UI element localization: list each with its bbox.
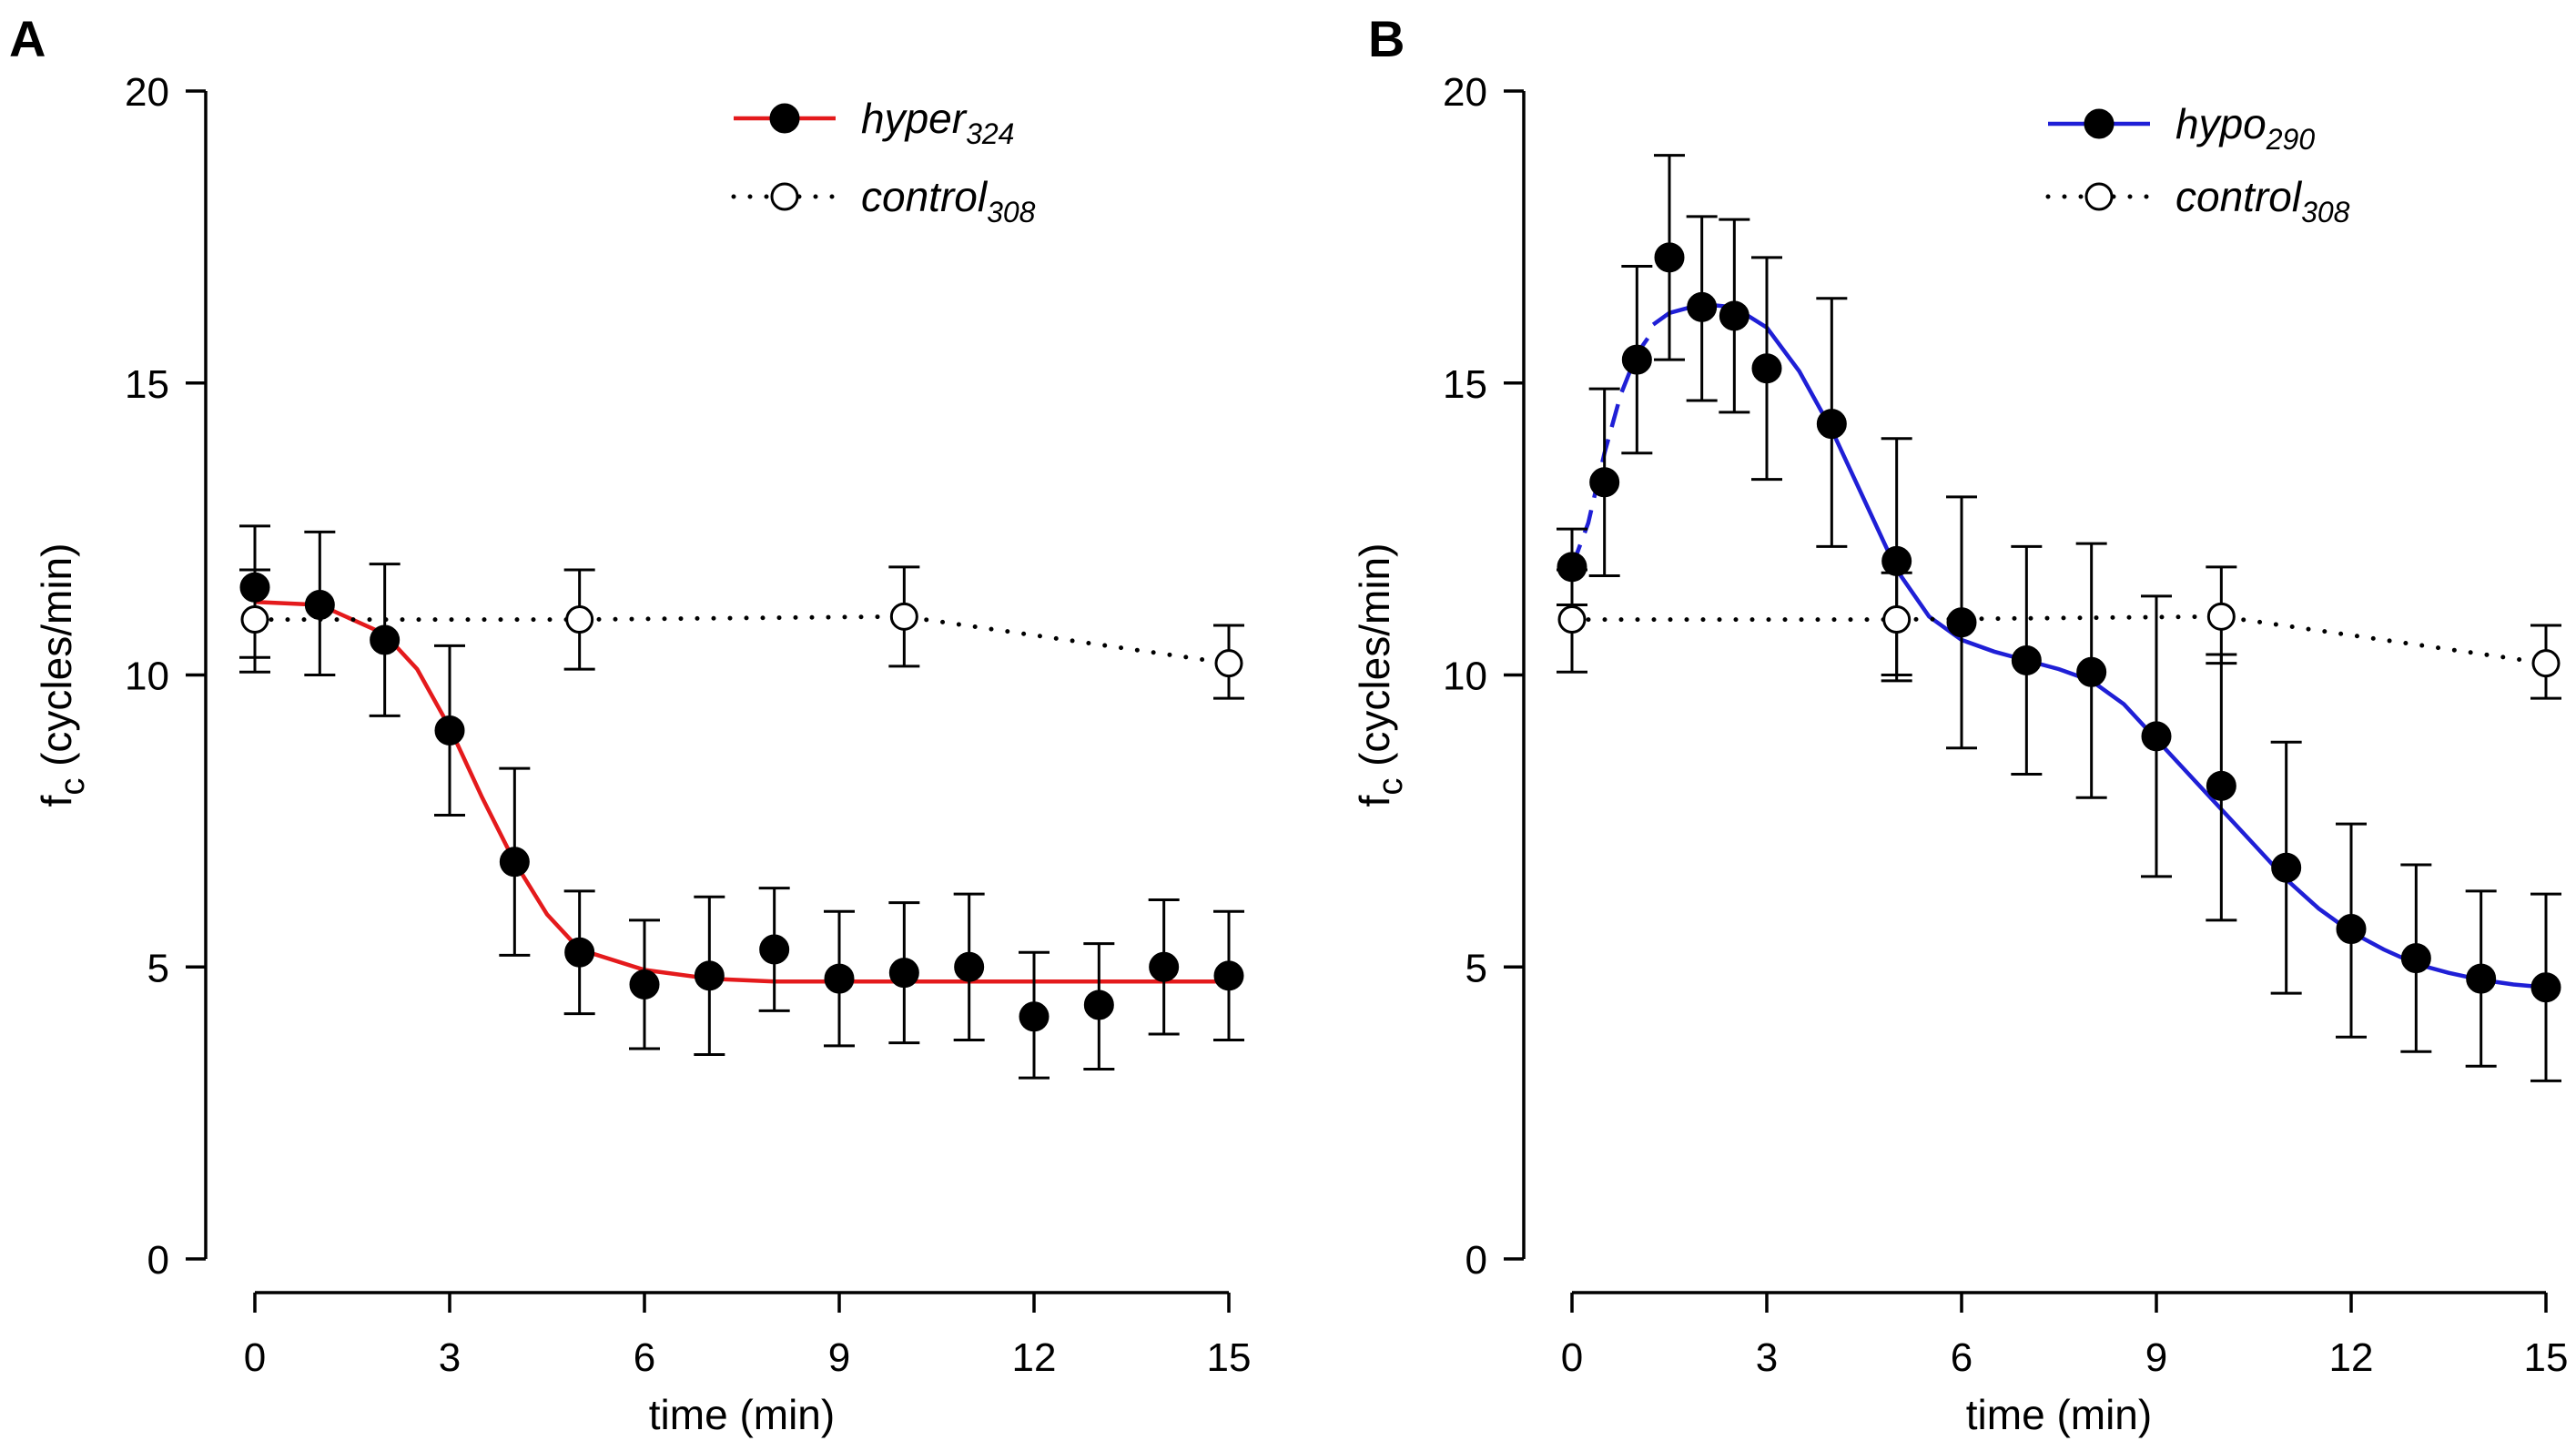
y-tick-label: 10 <box>125 654 169 699</box>
y-axis-label: fc (cycles/min) <box>33 543 92 807</box>
y-axis-label-subscript: c <box>54 778 92 796</box>
x-tick-label: 0 <box>244 1335 266 1380</box>
data-point <box>1589 467 1620 498</box>
legend-label-subscript: 290 <box>2266 123 2316 156</box>
data-point <box>1946 607 1977 638</box>
data-point-control <box>565 605 594 634</box>
legend-marker <box>2084 108 2115 139</box>
y-axis-label: fc (cycles/min) <box>1351 543 1410 807</box>
legend-marker <box>769 103 800 134</box>
legend-label: hyper324 <box>861 95 1014 150</box>
y-axis-label-subscript: c <box>1372 778 1410 796</box>
data-point <box>1083 989 1114 1020</box>
legend-label-name: control <box>2175 173 2303 220</box>
x-tick-label: 9 <box>2145 1335 2167 1380</box>
y-tick-label: 15 <box>125 362 169 407</box>
data-point <box>2141 721 2172 752</box>
fit-curve <box>254 600 1229 984</box>
x-tick-label: 3 <box>439 1335 461 1380</box>
data-point <box>1654 242 1685 273</box>
data-point <box>2011 644 2042 675</box>
legend-label-name: hypo <box>2175 100 2267 147</box>
data-point-control <box>240 605 269 634</box>
y-tick-label: 0 <box>147 1238 169 1283</box>
data-point <box>2466 963 2497 994</box>
legend-marker <box>2084 182 2114 211</box>
control-dotted-line <box>252 614 1232 666</box>
panel-letter: B <box>1368 10 1405 67</box>
x-tick-label: 12 <box>1012 1335 1057 1380</box>
legend-label-subscript: 308 <box>2301 196 2350 228</box>
legend-label-name: control <box>861 173 989 220</box>
fit-curve <box>1651 301 2547 989</box>
data-point-control <box>1557 605 1587 634</box>
panel-b: B 0 5 10 15 20 0 3 6 9 12 15 time (min) fc (cycles/mi… <box>1351 10 2568 1438</box>
data-point <box>824 963 855 994</box>
y-tick-label: 15 <box>1443 362 1487 407</box>
y-tick-label: 0 <box>1465 1238 1487 1283</box>
x-tick-label: 6 <box>1951 1335 1973 1380</box>
data-point <box>888 958 919 989</box>
data-point <box>1019 1001 1050 1032</box>
data-point-control <box>889 602 918 631</box>
legend-label: control308 <box>2175 173 2350 228</box>
legend-label-subscript: 308 <box>987 196 1036 228</box>
x-axis-label: time (min) <box>649 1391 835 1438</box>
data-point <box>1213 960 1244 991</box>
y-tick-label: 20 <box>125 70 169 115</box>
data-point <box>694 960 725 991</box>
data-point <box>2400 943 2431 974</box>
data-point <box>629 969 660 999</box>
data-point <box>759 934 790 965</box>
panel-letter: A <box>9 10 46 67</box>
data-point-control <box>2531 649 2561 678</box>
data-point <box>2076 656 2107 687</box>
control-dotted-line <box>1569 614 2549 666</box>
y-tick-label: 5 <box>1465 946 1487 990</box>
data-point <box>1881 545 1912 576</box>
data-point <box>1751 353 1782 384</box>
x-tick-label: 6 <box>634 1335 655 1380</box>
y-axis-label-units: (cycles/min) <box>33 543 80 778</box>
legend-label: control308 <box>861 173 1036 228</box>
data-point <box>2206 770 2236 801</box>
data-point <box>499 847 530 878</box>
data-point <box>1149 951 1180 982</box>
data-point <box>954 951 985 982</box>
data-point <box>2271 852 2302 883</box>
y-tick-label: 10 <box>1443 654 1487 699</box>
panel-a: A 0 5 10 15 20 0 3 6 9 12 15 time (min) fc (cycles/mi… <box>9 10 1251 1438</box>
x-tick-label: 0 <box>1561 1335 1583 1380</box>
data-point <box>1687 291 1718 322</box>
x-tick-label: 15 <box>1207 1335 1252 1380</box>
x-tick-label: 3 <box>1756 1335 1778 1380</box>
data-point <box>304 590 335 621</box>
legend-label-subscript: 324 <box>966 117 1014 150</box>
x-tick-label: 9 <box>828 1335 850 1380</box>
legend-label: hypo290 <box>2175 100 2315 156</box>
y-tick-label: 20 <box>1443 70 1487 115</box>
data-point-control <box>2206 602 2236 631</box>
legend-marker <box>770 182 799 211</box>
data-point <box>2336 914 2367 945</box>
legend-label-name: hyper <box>861 95 968 142</box>
data-point <box>434 715 465 746</box>
data-point <box>2530 972 2561 1003</box>
data-point <box>370 624 401 655</box>
y-axis-label-main: f <box>33 795 80 807</box>
data-point-control <box>1882 605 1912 634</box>
data-point <box>1719 300 1749 331</box>
data-point <box>564 937 595 968</box>
y-axis-label-units: (cycles/min) <box>1351 543 1398 778</box>
y-axis-label-main: f <box>1351 795 1398 807</box>
y-tick-label: 5 <box>147 946 169 990</box>
data-point <box>1816 409 1847 440</box>
x-tick-label: 15 <box>2524 1335 2569 1380</box>
data-point-control <box>1214 649 1243 678</box>
x-tick-label: 12 <box>2329 1335 2374 1380</box>
data-point <box>1621 344 1652 375</box>
x-axis-label: time (min) <box>1966 1391 2152 1438</box>
